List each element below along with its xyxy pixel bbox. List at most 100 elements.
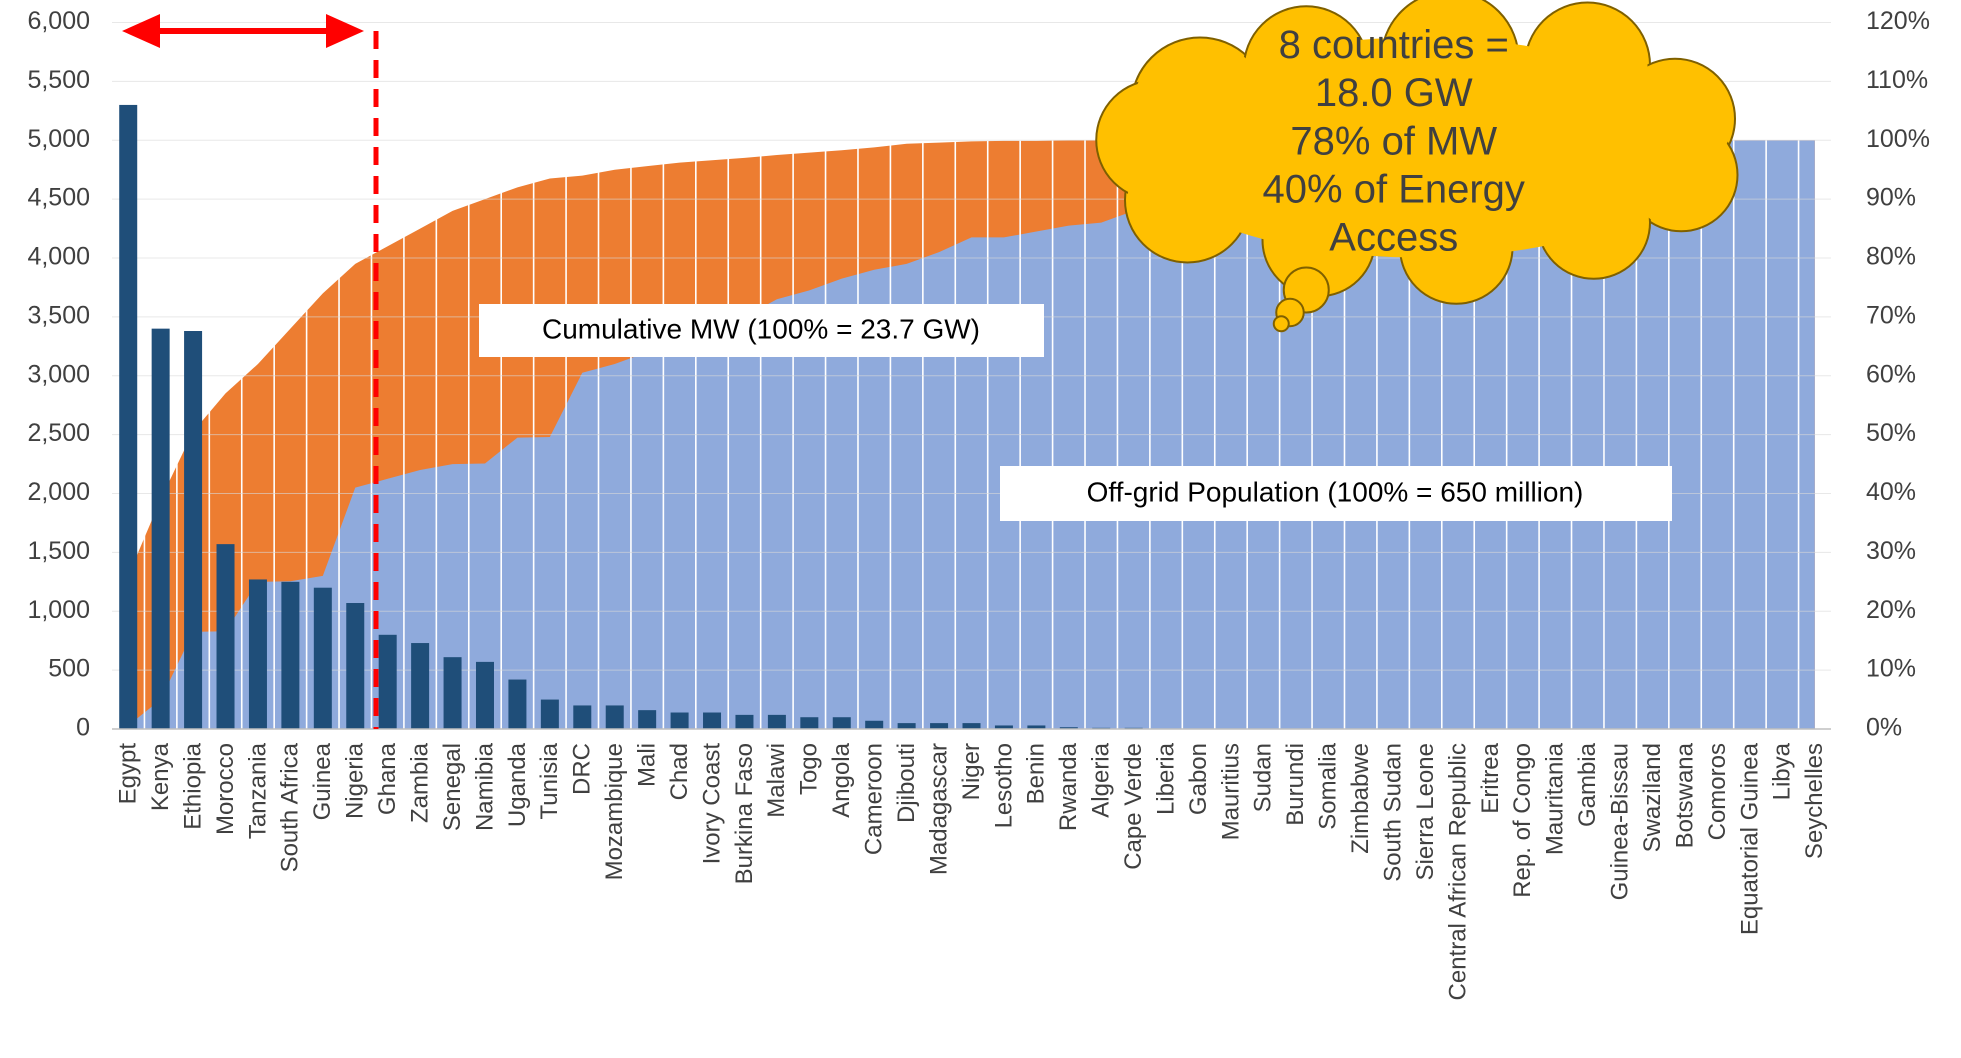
- y-tick-label: 6,000: [27, 7, 90, 35]
- bar: [605, 705, 624, 729]
- x-tick-label: Zambia: [406, 742, 433, 823]
- bar: [1059, 727, 1078, 729]
- cloud-fill: [1246, 8, 1367, 129]
- x-tick-label: Burkina Faso: [731, 743, 758, 884]
- y-tick-label: 4,000: [27, 243, 90, 271]
- x-tick-label: Somalia: [1315, 742, 1342, 829]
- x-tick-label: Egypt: [115, 743, 142, 805]
- y-tick-label: 5,500: [27, 66, 90, 94]
- cloud-fill: [1627, 121, 1735, 229]
- y2-tick-label: 30%: [1866, 537, 1916, 565]
- bar: [508, 679, 527, 729]
- cloud-fill: [1098, 82, 1214, 198]
- x-tick-label: Gabon: [1185, 743, 1212, 815]
- y2-tick-label: 10%: [1866, 655, 1916, 683]
- bar: [994, 725, 1013, 729]
- bar: [930, 723, 949, 729]
- x-tick-label: Namibia: [471, 742, 498, 831]
- note-text: Cumulative MW (100% = 23.7 GW): [542, 313, 980, 344]
- cloud-fill: [1265, 186, 1373, 294]
- x-tick-label: Mauritius: [1217, 743, 1244, 840]
- cloud-text: Access: [1329, 216, 1458, 260]
- axes: 0 500 1,000 1,500 2,000 2,500 3,000 3,500 4,000 4…: [27, 7, 1930, 1000]
- cloud-text: 78% of MW: [1290, 119, 1497, 163]
- y2-tick-label: 100%: [1866, 125, 1930, 153]
- x-tick-label: Djibouti: [893, 743, 920, 823]
- x-tick-label: Benin: [1023, 743, 1050, 804]
- x-tick-label: Togo: [796, 743, 823, 795]
- cloud-fill: [1402, 193, 1510, 302]
- x-tick-label: Comoros: [1704, 743, 1731, 840]
- y-tick-label: 2,500: [27, 419, 90, 447]
- cloud-bubble: [1272, 315, 1290, 333]
- x-tick-label: Liberia: [1152, 742, 1179, 815]
- x-tick-label: Kenya: [147, 742, 174, 811]
- note-box: [479, 304, 1044, 357]
- y2-tick-label: 50%: [1866, 419, 1916, 447]
- y-tick-label: 5,000: [27, 125, 90, 153]
- y2-tick-label: 80%: [1866, 243, 1916, 271]
- x-tick-label: Seychelles: [1801, 743, 1828, 859]
- y2-tick-label: 110%: [1866, 66, 1928, 94]
- x-tick-label: DRC: [569, 743, 596, 795]
- bar: [184, 331, 203, 729]
- cloud-fill: [1540, 168, 1648, 277]
- x-tick-label: Senegal: [439, 743, 466, 831]
- bar: [411, 643, 430, 729]
- cloud-text: 18.0 GW: [1315, 71, 1473, 115]
- bar: [475, 661, 494, 729]
- y-tick-label: 4,500: [27, 184, 90, 212]
- x-tick-label: Ethiopia: [179, 742, 206, 829]
- x-tick-label: Swaziland: [1639, 743, 1666, 852]
- y-tick-label: 3,000: [27, 360, 90, 388]
- cloud-text: 8 countries =: [1279, 23, 1509, 67]
- x-tick-label: Guinea: [309, 742, 336, 820]
- x-tick-label: Rep. of Congo: [1509, 743, 1536, 898]
- bar: [540, 699, 559, 729]
- bar: [216, 544, 235, 729]
- cloud-fill: [1383, 0, 1517, 127]
- x-tick-label: Mauritania: [1542, 742, 1569, 855]
- x-tick-label: Botswana: [1671, 742, 1698, 848]
- bar: [735, 714, 754, 729]
- y-tick-label: 0: [76, 714, 90, 742]
- bars: [119, 104, 1143, 730]
- y2-tick-label: 70%: [1866, 301, 1916, 329]
- arrow-head-right: [326, 14, 364, 48]
- x-tick-label: South Sudan: [1379, 743, 1406, 882]
- bar: [865, 720, 884, 729]
- y2-tick-label: 90%: [1866, 184, 1916, 212]
- x-tick-label: Tunisia: [536, 742, 563, 819]
- bar: [151, 328, 170, 729]
- x-tick-label: Malawi: [763, 743, 790, 818]
- x-tick-label: Rwanda: [1055, 742, 1082, 831]
- y2-tick-label: 60%: [1866, 360, 1916, 388]
- x-tick-label: Morocco: [212, 743, 239, 835]
- bar: [443, 657, 462, 729]
- population-note: Off-grid Population (100% = 650 million): [1000, 466, 1672, 521]
- y-tick-label: 500: [48, 655, 90, 683]
- x-tick-label: Libya: [1769, 742, 1796, 800]
- bar: [670, 712, 689, 729]
- arrow-head-left: [122, 14, 160, 48]
- cloud-fill: [1527, 5, 1648, 125]
- cloud-text: 40% of Energy: [1263, 167, 1525, 211]
- x-tick-label: Burundi: [1282, 743, 1309, 826]
- bar: [638, 710, 657, 729]
- bar: [703, 712, 722, 729]
- x-tick-label: Sierra Leone: [1412, 743, 1439, 880]
- x-tick-label: Cameroon: [861, 743, 888, 855]
- bar: [248, 579, 267, 729]
- cumulative-note: Cumulative MW (100% = 23.7 GW): [479, 304, 1044, 357]
- y2-tick-label: 20%: [1866, 596, 1916, 624]
- bar: [346, 603, 365, 729]
- bar: [119, 104, 138, 730]
- x-tick-label: Cape Verde: [1120, 743, 1147, 870]
- bar: [1027, 725, 1046, 729]
- x-tick-label: Zimbabwe: [1347, 743, 1374, 854]
- x-tick-label: Central African Republic: [1444, 743, 1471, 1000]
- y-tick-label: 3,500: [27, 301, 90, 329]
- bar: [573, 705, 592, 729]
- y2-tick-label: 120%: [1866, 7, 1930, 35]
